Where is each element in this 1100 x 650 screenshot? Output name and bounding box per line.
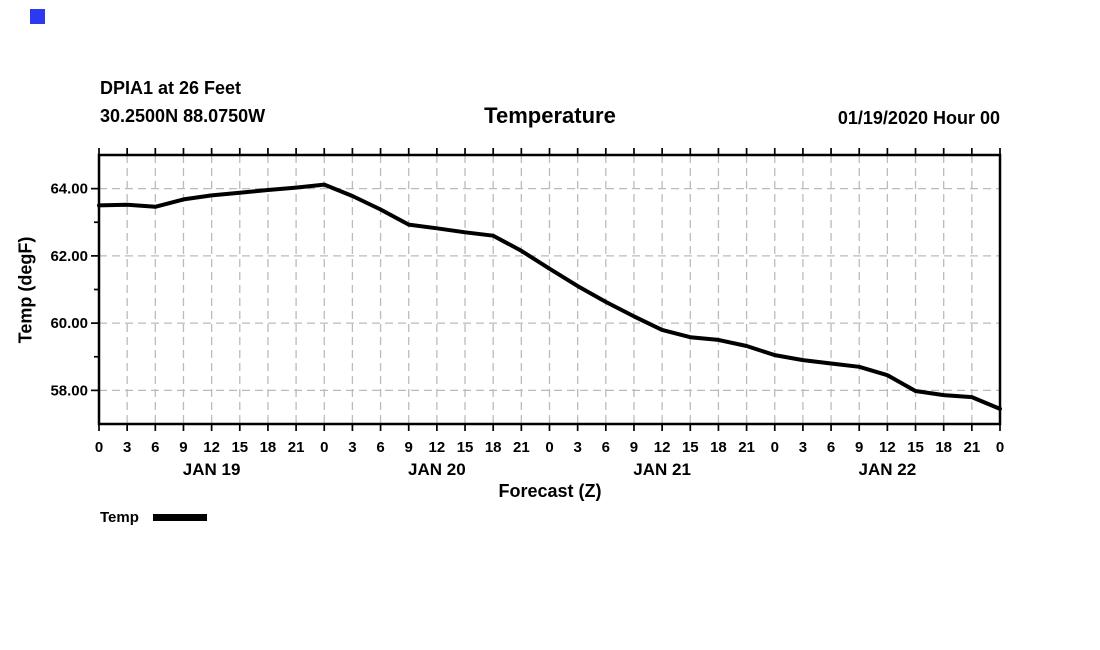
svg-text:12: 12 (203, 439, 220, 456)
legend-line-swatch (152, 514, 207, 521)
svg-text:JAN 19: JAN 19 (183, 460, 241, 479)
svg-text:3: 3 (573, 439, 581, 456)
svg-text:18: 18 (935, 439, 952, 456)
model-run-datetime: 01/19/2020 Hour 00 (837, 108, 1000, 128)
svg-text:JAN 21: JAN 21 (633, 460, 691, 479)
svg-text:9: 9 (179, 439, 187, 456)
svg-text:18: 18 (710, 439, 727, 456)
svg-text:21: 21 (738, 439, 755, 456)
svg-text:0: 0 (996, 439, 1004, 456)
svg-text:6: 6 (827, 439, 835, 456)
svg-text:6: 6 (602, 439, 610, 456)
svg-text:58.00: 58.00 (50, 382, 88, 399)
svg-text:6: 6 (376, 439, 384, 456)
x-axis-title: Forecast (Z) (498, 481, 602, 501)
svg-text:15: 15 (457, 439, 474, 456)
svg-text:12: 12 (429, 439, 446, 456)
svg-text:15: 15 (907, 439, 924, 456)
svg-text:15: 15 (231, 439, 248, 456)
svg-text:9: 9 (630, 439, 638, 456)
svg-text:JAN 22: JAN 22 (859, 460, 917, 479)
svg-text:12: 12 (654, 439, 671, 456)
svg-text:21: 21 (288, 439, 305, 456)
svg-text:0: 0 (320, 439, 328, 456)
blue-corner-marker (30, 9, 45, 24)
svg-text:15: 15 (682, 439, 699, 456)
station-name-elevation: DPIA1 at 26 Feet (100, 78, 242, 98)
svg-text:21: 21 (513, 439, 530, 456)
station-coordinates: 30.2500N 88.0750W (100, 106, 266, 126)
svg-text:9: 9 (405, 439, 413, 456)
svg-text:12: 12 (879, 439, 896, 456)
svg-text:9: 9 (855, 439, 863, 456)
svg-text:18: 18 (485, 439, 502, 456)
svg-text:3: 3 (123, 439, 131, 456)
svg-text:JAN 20: JAN 20 (408, 460, 466, 479)
svg-text:64.00: 64.00 (50, 181, 88, 198)
y-axis-title: Temp (degF) (15, 236, 36, 344)
legend-series-label: Temp (100, 509, 139, 526)
page-title: Temperature (484, 103, 616, 128)
svg-text:3: 3 (348, 439, 356, 456)
svg-text:21: 21 (964, 439, 981, 456)
svg-text:6: 6 (151, 439, 159, 456)
svg-text:0: 0 (95, 439, 103, 456)
legend: Temp (100, 509, 207, 526)
svg-text:18: 18 (260, 439, 277, 456)
svg-text:62.00: 62.00 (50, 248, 88, 265)
svg-text:60.00: 60.00 (50, 315, 88, 332)
svg-text:0: 0 (545, 439, 553, 456)
svg-text:0: 0 (771, 439, 779, 456)
svg-text:3: 3 (799, 439, 807, 456)
